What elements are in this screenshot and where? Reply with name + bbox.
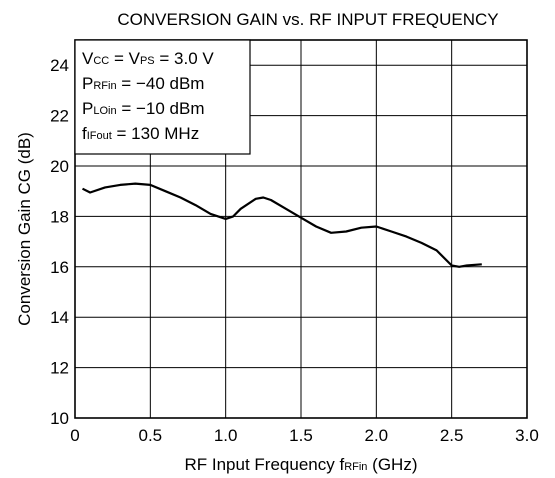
legend-line: VCC = VPS = 3.0 V	[82, 49, 214, 68]
x-tick-label: 0.5	[139, 426, 163, 445]
series-line	[82, 182, 482, 268]
legend-line: fIFout = 130 MHz	[82, 124, 199, 143]
y-tick-label: 16	[50, 258, 69, 277]
y-tick-label: 20	[50, 157, 69, 176]
y-tick-label: 22	[50, 107, 69, 126]
y-tick-label: 14	[50, 308, 69, 327]
x-tick-labels: 0 0.5 1.0 1.5 2.0 2.5 3.0	[70, 426, 539, 445]
legend-line: PLOin = −10 dBm	[82, 99, 204, 118]
x-tick-label: 3.0	[515, 426, 539, 445]
y-tick-label: 12	[50, 359, 69, 378]
chart-title: CONVERSION GAIN vs. RF INPUT FREQUENCY	[117, 10, 498, 29]
legend-line: PRFin = −40 dBm	[82, 74, 204, 93]
x-axis-label: RF Input Frequency fRFin (GHz)	[185, 455, 418, 474]
y-tick-labels: 10 12 14 16 18 20 22 24	[50, 56, 69, 428]
legend-box-background	[74, 39, 251, 155]
x-tick-label: 1.5	[289, 426, 313, 445]
x-axis-label-text: RF Input Frequency fRFin (GHz)	[185, 455, 418, 474]
x-tick-label: 1.0	[214, 426, 238, 445]
x-tick-label: 2.5	[440, 426, 464, 445]
y-tick-label: 18	[50, 207, 69, 226]
x-tick-label: 0	[70, 426, 79, 445]
x-tick-label: 2.0	[365, 426, 389, 445]
y-tick-label: 10	[50, 409, 69, 428]
y-tick-label: 24	[50, 56, 69, 75]
y-axis-label: Conversion Gain CG (dB)	[15, 132, 34, 326]
legend-box: VCC = VPS = 3.0 V PRFin = −40 dBm PLOin = …	[74, 39, 251, 155]
y-axis-label-text: Conversion Gain CG (dB)	[15, 132, 34, 326]
plot-frame	[74, 39, 528, 419]
